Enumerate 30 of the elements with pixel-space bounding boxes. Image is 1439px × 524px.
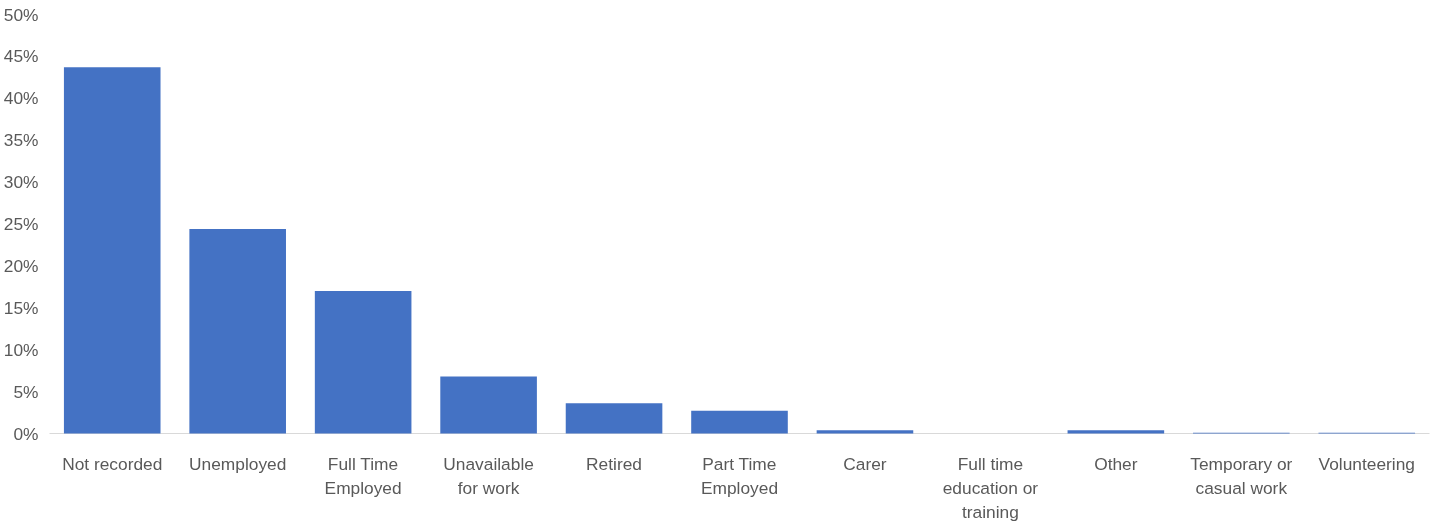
- bar: [314, 291, 412, 434]
- bar: [1067, 430, 1165, 434]
- x-tick-label: Temporary or casual work: [1190, 453, 1293, 498]
- bar: [816, 430, 914, 434]
- x-tick-label: Full time education or training: [942, 453, 1039, 522]
- y-tick-label: 25%: [3, 214, 39, 234]
- y-tick-label: 0%: [13, 423, 39, 444]
- y-tick-label: 15%: [3, 297, 39, 318]
- x-tick-label: Other: [1094, 453, 1138, 474]
- y-tick-label: 50%: [3, 4, 39, 25]
- x-tick-label: Part Time Employed: [700, 453, 779, 498]
- x-tick-label: Unavailable for work: [443, 453, 534, 498]
- x-tick-label: Unemployed: [189, 453, 287, 474]
- bar: [691, 410, 788, 434]
- y-tick-label: 10%: [3, 339, 39, 360]
- y-tick-label: 5%: [13, 381, 39, 402]
- y-tick-label: 20%: [3, 255, 39, 276]
- x-tick-label: Not recorded: [62, 453, 163, 474]
- y-tick-label: 30%: [3, 172, 39, 193]
- y-tick-label: 35%: [3, 130, 39, 151]
- bar: [189, 229, 286, 434]
- x-tick-label: Retired: [586, 453, 642, 474]
- x-tick-label: Full Time Employed: [324, 453, 402, 498]
- x-tick-label: Volunteering: [1318, 453, 1415, 474]
- y-tick-label: 40%: [3, 88, 39, 109]
- x-tick-label: Carer: [843, 453, 887, 474]
- bar: [440, 376, 537, 434]
- bar: [565, 403, 663, 434]
- y-tick-label: 45%: [3, 46, 39, 67]
- bar: [63, 67, 161, 434]
